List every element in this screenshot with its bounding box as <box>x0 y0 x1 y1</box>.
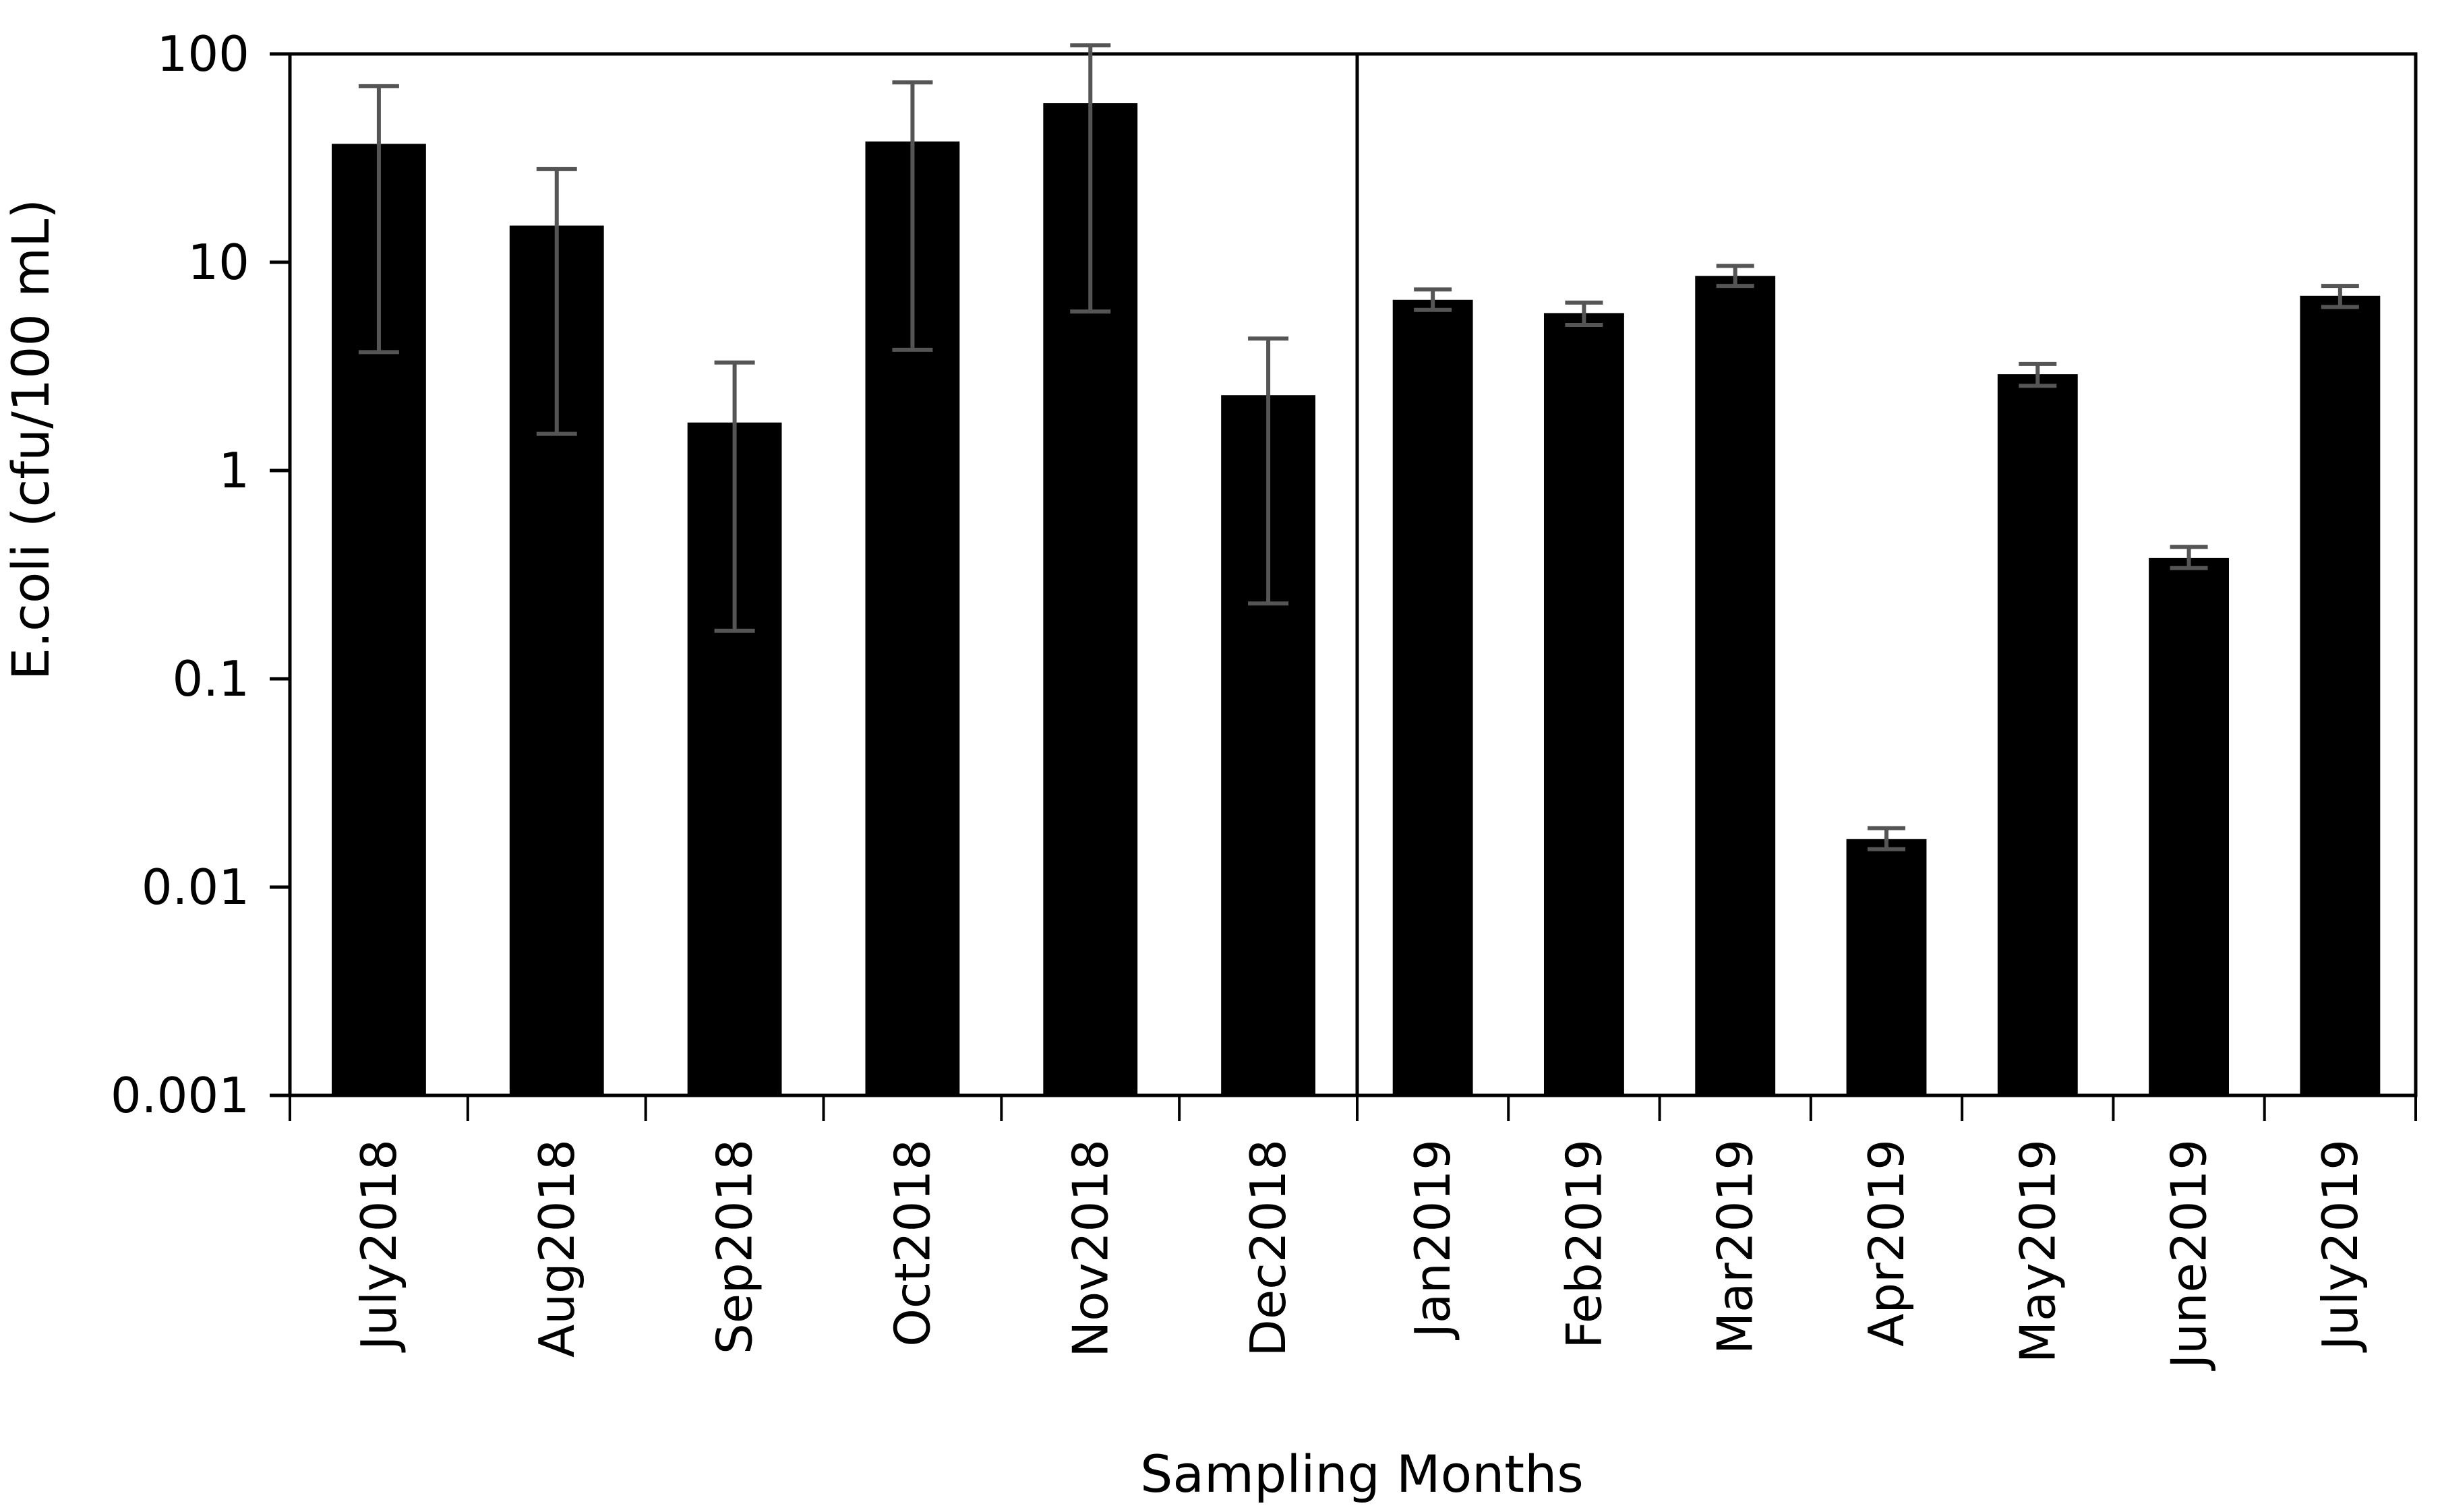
x-axis-title: Sampling Months <box>1140 1444 1584 1504</box>
y-tick-label: 0.001 <box>111 1067 249 1124</box>
panel-frame <box>288 52 1359 1097</box>
error-bar <box>1868 826 1905 851</box>
bar <box>2300 295 2381 1095</box>
error-bar <box>1414 287 1452 312</box>
x-tick-label: Aug2018 <box>529 1139 585 1358</box>
error-bar <box>714 360 755 633</box>
error-bars-layer <box>358 43 2359 851</box>
error-bar <box>2321 284 2359 309</box>
error-bar <box>1565 300 1603 328</box>
x-tick-label: Mar2019 <box>1707 1139 1764 1354</box>
bar <box>1695 276 1776 1095</box>
bar <box>1543 313 1624 1095</box>
x-tick-label: Sep2018 <box>707 1139 763 1354</box>
error-bar <box>1248 336 1289 606</box>
bar <box>2149 557 2230 1095</box>
x-tick-label: Dec2018 <box>1240 1139 1297 1357</box>
y-tick-label: 0.1 <box>172 651 249 707</box>
error-bar <box>1716 264 1754 289</box>
error-bar <box>892 80 933 352</box>
error-bar <box>536 167 577 436</box>
x-tick-label: July2019 <box>2312 1139 2369 1353</box>
bar <box>1997 374 2078 1095</box>
x-tick-label: Feb2019 <box>1555 1139 1612 1349</box>
x-tick-label: June2019 <box>2161 1139 2217 1371</box>
x-tick-label: Apr2019 <box>1858 1139 1915 1347</box>
error-bar <box>1070 43 1111 314</box>
y-axis: 100 10 1 0.1 0.01 0.001 <box>111 26 290 1124</box>
x-tick-label: Oct2018 <box>884 1139 941 1347</box>
error-bar <box>358 84 399 355</box>
y-tick-label: 0.01 <box>142 859 249 915</box>
x-tick-label: Nov2018 <box>1062 1139 1119 1358</box>
x-tick-label: May2019 <box>2009 1139 2066 1363</box>
y-tick-label: 100 <box>157 26 249 82</box>
x-tick-label: Jan2019 <box>1404 1139 1461 1340</box>
bar <box>1392 299 1473 1095</box>
panels-layer <box>288 52 2418 1097</box>
y-tick-label: 1 <box>218 442 249 499</box>
error-bar <box>2170 545 2208 570</box>
x-axis: July2018 Aug2018 Sep2018 Oct2018 Nov2018 Dec2… <box>289 1095 2417 1371</box>
x-tick-label: July2018 <box>351 1139 407 1353</box>
y-axis-title: E.coli (cfu/100 mL) <box>1 199 61 680</box>
error-bar <box>2019 361 2057 388</box>
y-tick-label: 10 <box>187 234 249 291</box>
bar <box>1846 839 1927 1095</box>
